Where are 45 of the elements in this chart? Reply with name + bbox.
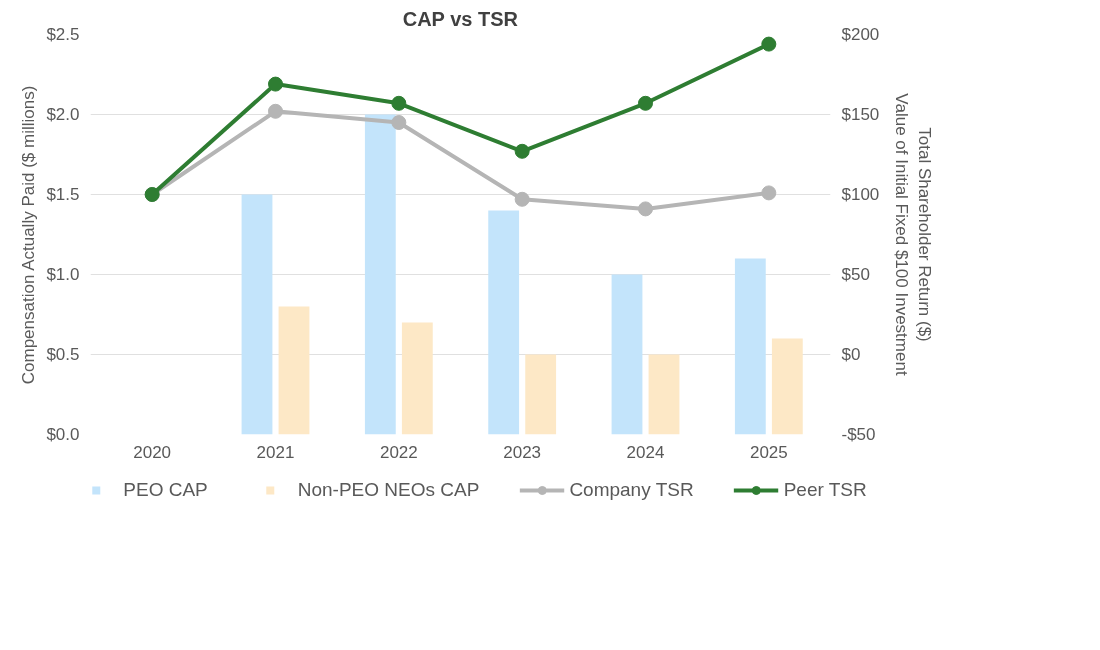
y-tick-label: $0.5 <box>46 345 80 364</box>
bar <box>278 306 310 435</box>
x-tick-label: 2022 <box>379 442 418 462</box>
y-tick-label: $1.5 <box>46 185 80 204</box>
bar <box>401 322 433 435</box>
chart-title: CAP vs TSR <box>402 7 519 30</box>
y2-axis-title: Total Shareholder Return ($) Value of Initial Fixed $100 Investment <box>892 93 935 376</box>
x-tick-label: 2024 <box>626 442 665 462</box>
y-tick-label: $2.5 <box>46 25 80 44</box>
bar <box>648 354 680 435</box>
x-tick-label: 2021 <box>256 442 295 462</box>
y-axis-title: Compensation Actually Paid ($ millions) <box>19 85 39 385</box>
y2-tick-label: -$50 <box>841 425 876 444</box>
point <box>268 103 283 119</box>
y2-tick-label: $150 <box>841 105 880 124</box>
point <box>638 95 653 111</box>
x-tick-label: 2025 <box>749 442 788 462</box>
bar <box>241 194 273 435</box>
bar <box>734 258 766 435</box>
legend-label: Non-PEO NEOs CAP <box>297 479 480 501</box>
point <box>391 95 407 111</box>
y2-tick-label: $0 <box>841 345 861 364</box>
legend-label: Peer TSR <box>783 479 867 501</box>
x-tick-label: 2023 <box>503 442 542 462</box>
bar <box>364 114 396 435</box>
point <box>761 185 777 201</box>
y-tick-label: $2.0 <box>46 105 80 124</box>
legend-label: Company TSR <box>569 479 694 501</box>
bar <box>488 210 520 435</box>
x-tick-label: 2020 <box>133 442 172 462</box>
bar <box>771 338 803 435</box>
point <box>761 36 777 52</box>
y2-tick-label: $100 <box>841 185 880 204</box>
bar <box>525 354 557 435</box>
bar <box>611 274 643 435</box>
y2-tick-label: $200 <box>841 25 880 44</box>
legend-label: PEO CAP <box>123 479 208 501</box>
point <box>514 143 530 159</box>
point <box>268 76 283 92</box>
y-tick-label: $0.0 <box>46 425 80 444</box>
y-tick-label: $1.0 <box>46 265 80 284</box>
y2-tick-label: $50 <box>841 265 870 284</box>
point <box>638 201 653 217</box>
point <box>514 191 530 207</box>
point <box>391 115 407 130</box>
